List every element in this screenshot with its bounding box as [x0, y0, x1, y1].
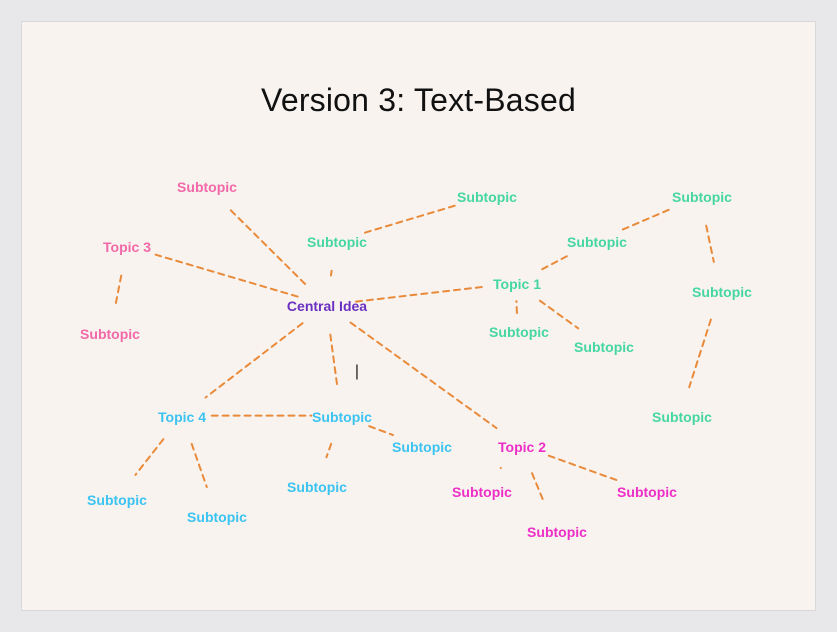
node-t2s2: Subtopic [617, 484, 677, 500]
node-t1s5: Subtopic [574, 339, 634, 355]
edge [116, 276, 121, 304]
node-t1s3: Subtopic [567, 234, 627, 250]
node-t1s7: Subtopic [692, 284, 752, 300]
edge [331, 271, 332, 276]
edge [351, 323, 497, 428]
text-cursor: | [355, 363, 359, 381]
edge [192, 444, 207, 487]
edge [228, 207, 305, 283]
node-t4s1: Subtopic [312, 409, 372, 425]
edge [532, 473, 544, 502]
mindmap-canvas: Version 3: Text-Based Central Idea Topic … [21, 21, 816, 611]
node-topic2: Topic 2 [498, 439, 546, 455]
node-t4s4: Subtopic [87, 492, 147, 508]
node-t4s5: Subtopic [187, 509, 247, 525]
diagram-title: Version 3: Text-Based [22, 82, 815, 119]
node-topic4: Topic 4 [158, 409, 206, 425]
node-topic1: Topic 1 [493, 276, 541, 292]
node-t1s2: Subtopic [457, 189, 517, 205]
node-topic3: Topic 3 [103, 239, 151, 255]
node-t1s8: Subtopic [652, 409, 712, 425]
edge [549, 456, 617, 481]
edge [706, 226, 714, 262]
node-t4s3: Subtopic [287, 479, 347, 495]
node-t2s1: Subtopic [452, 484, 512, 500]
edge [623, 208, 673, 229]
node-t2s3: Subtopic [527, 524, 587, 540]
node-t3s1: Subtopic [177, 179, 237, 195]
node-t3s2: Subtopic [80, 326, 140, 342]
edge [326, 444, 331, 457]
edge [330, 335, 337, 386]
edge [542, 255, 569, 269]
node-t4s2: Subtopic [392, 439, 452, 455]
edge [156, 255, 298, 297]
node-t1s4: Subtopic [489, 324, 549, 340]
edge [365, 205, 457, 233]
edge [206, 323, 303, 397]
node-t1s1: Subtopic [307, 234, 367, 250]
edge [689, 320, 711, 388]
edge [356, 287, 486, 302]
edge [135, 439, 163, 475]
node-t1s6: Subtopic [672, 189, 732, 205]
edge [369, 426, 393, 435]
node-central: Central Idea [287, 298, 367, 314]
